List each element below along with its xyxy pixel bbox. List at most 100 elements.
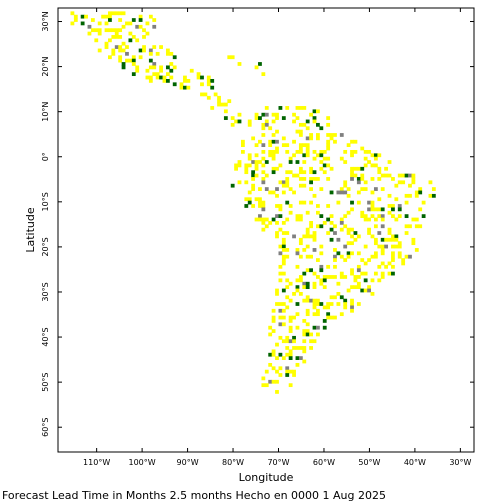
- grid-cell: [152, 62, 157, 66]
- grid-cell: [350, 302, 354, 306]
- grid-cell: [275, 149, 279, 154]
- grid-cell: [162, 78, 167, 83]
- grid-cell: [356, 200, 361, 205]
- grid-cell: [350, 298, 354, 303]
- grid-cell: [298, 177, 303, 181]
- grid-cell: [326, 275, 331, 279]
- grid-cell: [165, 72, 170, 77]
- grid-cell: [261, 143, 266, 148]
- grid-cell: [397, 251, 402, 256]
- grid-cell: [302, 346, 307, 350]
- grid-cell: [363, 278, 368, 283]
- grid-cell: [356, 177, 361, 181]
- grid-cell: [234, 166, 238, 171]
- grid-cell: [223, 116, 228, 120]
- grid-cell: [373, 207, 378, 212]
- grid-cell: [183, 85, 187, 90]
- grid-cell: [309, 220, 314, 225]
- grid-cell: [111, 48, 116, 53]
- grid-cell: [377, 207, 382, 212]
- grid-cell: [384, 244, 389, 249]
- grid-cell: [281, 254, 286, 259]
- grid-cell: [261, 126, 266, 131]
- grid-cell: [394, 234, 399, 239]
- grid-cell: [387, 231, 392, 235]
- grid-cell: [319, 302, 324, 306]
- grid-cell: [360, 210, 365, 215]
- grid-cell: [305, 146, 310, 151]
- grid-cell: [264, 119, 269, 124]
- grid-cell: [298, 254, 303, 259]
- grid-cell: [360, 258, 365, 262]
- grid-cell: [118, 35, 123, 39]
- grid-cell: [408, 224, 412, 229]
- grid-cell: [356, 268, 361, 273]
- grid-cell: [261, 220, 266, 225]
- grid-cell: [360, 214, 365, 219]
- grid-cell: [108, 28, 112, 33]
- grid-cell: [414, 190, 419, 195]
- grid-cell: [302, 200, 307, 205]
- grid-cell: [138, 48, 143, 53]
- grid-cell: [319, 153, 324, 158]
- grid-cell: [302, 285, 307, 289]
- grid-cell: [298, 346, 303, 350]
- grid-cell: [309, 268, 314, 273]
- grid-cell: [401, 261, 406, 266]
- grid-cell: [254, 163, 259, 168]
- grid-cell: [380, 217, 385, 222]
- grid-cell: [394, 183, 399, 188]
- grid-cell: [336, 302, 341, 306]
- grid-cell: [271, 153, 276, 158]
- grid-cell: [210, 78, 215, 83]
- grid-cell: [350, 177, 354, 181]
- grid-cell: [237, 163, 242, 168]
- grid-cell: [261, 376, 266, 381]
- grid-cell: [333, 258, 337, 262]
- grid-cell: [292, 190, 296, 195]
- grid-cell: [298, 183, 303, 188]
- grid-cell: [302, 319, 307, 323]
- grid-cell: [131, 55, 136, 60]
- grid-cell: [148, 65, 153, 70]
- grid-cell: [275, 187, 279, 191]
- grid-cell: [165, 48, 170, 53]
- grid-cell: [118, 45, 123, 49]
- grid-cell: [210, 85, 215, 90]
- grid-cell: [104, 28, 109, 33]
- grid-cell: [343, 190, 348, 195]
- grid-cell: [305, 308, 310, 313]
- grid-cell: [148, 78, 153, 83]
- grid-cell: [305, 227, 310, 232]
- grid-cell: [353, 231, 358, 235]
- grid-cell: [319, 149, 324, 154]
- grid-cell: [285, 369, 290, 374]
- grid-cell: [281, 136, 286, 141]
- grid-cell: [329, 214, 334, 219]
- grid-cell: [380, 237, 385, 242]
- grid-cell: [128, 21, 133, 26]
- grid-cell: [397, 254, 402, 259]
- grid-cell: [322, 278, 327, 283]
- grid-cell: [356, 190, 361, 195]
- grid-cell: [373, 156, 378, 161]
- grid-cell: [302, 160, 307, 164]
- grid-cell: [254, 65, 259, 70]
- grid-cell: [108, 14, 112, 19]
- grid-cell: [350, 271, 354, 276]
- grid-cell: [350, 139, 354, 144]
- grid-cell: [370, 234, 375, 239]
- grid-cell: [268, 149, 273, 154]
- grid-cell: [373, 163, 378, 168]
- grid-cell: [292, 346, 296, 350]
- grid-cell: [285, 177, 290, 181]
- grid-cell: [281, 322, 286, 327]
- grid-cell: [275, 129, 279, 134]
- grid-cell: [155, 72, 160, 77]
- grid-cell: [418, 187, 423, 191]
- grid-cell: [244, 163, 249, 168]
- grid-cell: [356, 251, 361, 256]
- plot-frame: [57, 7, 475, 453]
- grid-cell: [108, 55, 112, 60]
- grid-cell: [326, 315, 331, 320]
